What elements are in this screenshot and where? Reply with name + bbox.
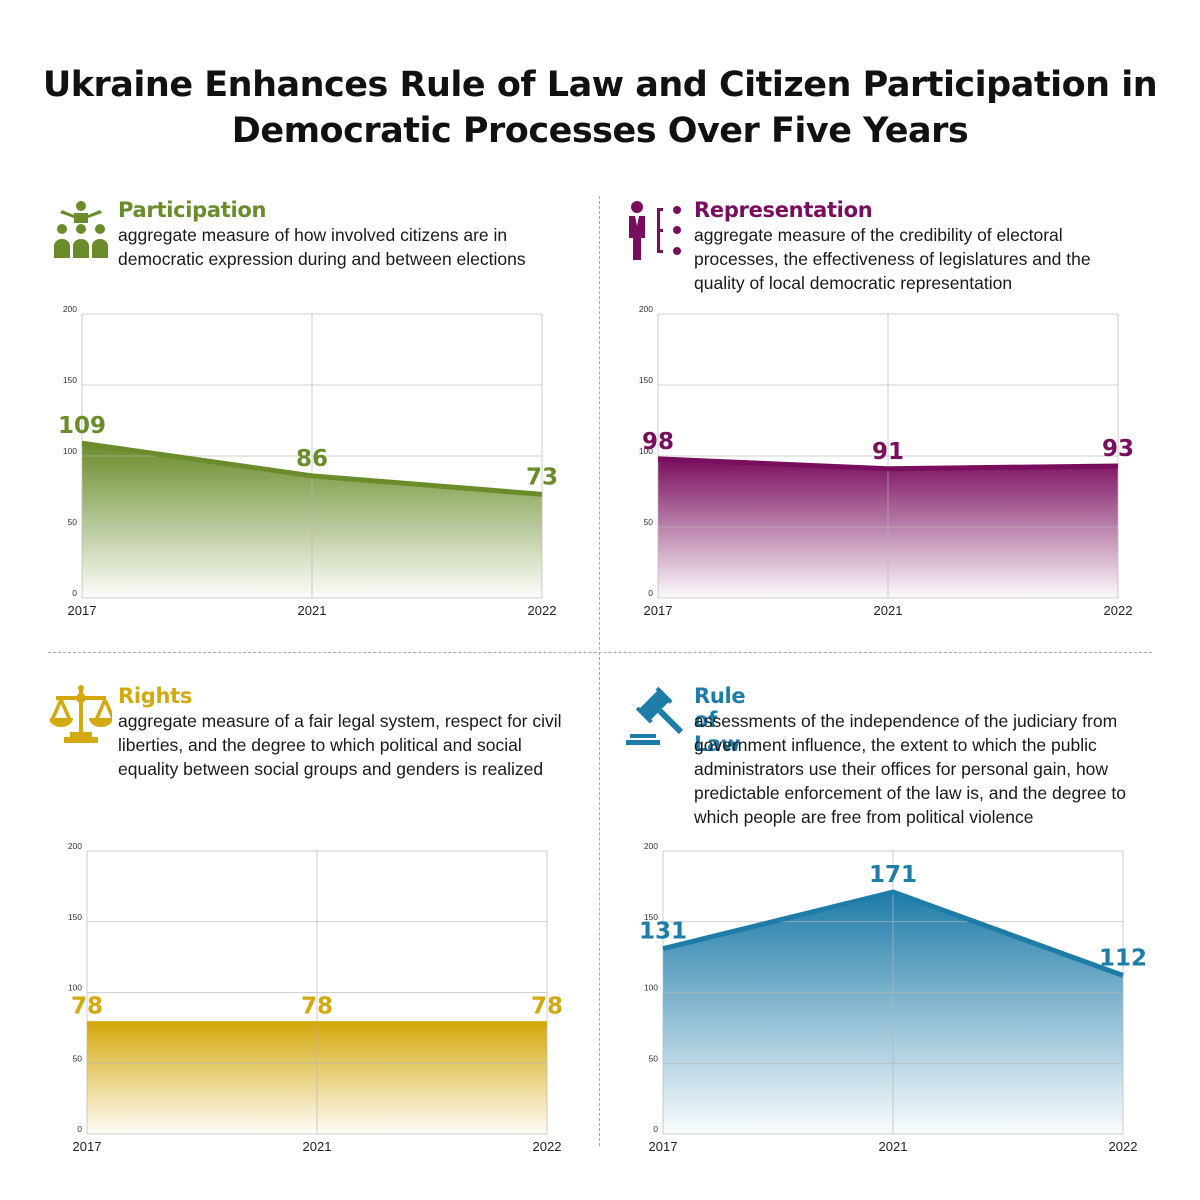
data-label: 86 xyxy=(296,446,328,472)
y-tick-label: 200 xyxy=(644,841,658,851)
series-line xyxy=(662,889,1124,978)
data-label: 131 xyxy=(639,919,687,945)
y-tick-label: 50 xyxy=(68,517,78,527)
y-tick-label: 150 xyxy=(644,912,658,922)
x-tick-label: 2017 xyxy=(649,1139,678,1154)
y-tick-label: 100 xyxy=(68,983,82,993)
y-tick-label: 200 xyxy=(68,841,82,851)
title-line-2: Democratic Processes Over Five Years xyxy=(231,111,969,151)
panel-heading: Participation xyxy=(118,198,267,222)
panel-description: aggregate measure of the credibility of … xyxy=(694,225,1091,293)
x-tick-label: 2022 xyxy=(1109,1139,1138,1154)
vertical-divider xyxy=(599,196,600,1146)
panel-heading: Rule of Law xyxy=(694,684,746,756)
y-tick-label: 100 xyxy=(63,446,77,456)
x-tick-label: 2022 xyxy=(1104,603,1133,618)
x-tick-label: 2021 xyxy=(879,1139,908,1154)
y-tick-label: 50 xyxy=(644,517,654,527)
y-tick-label: 200 xyxy=(63,304,77,314)
x-tick-label: 2021 xyxy=(303,1139,332,1154)
page-title: Ukraine Enhances Rule of Law and Citizen… xyxy=(0,62,1200,154)
title-line-1: Ukraine Enhances Rule of Law and Citizen… xyxy=(42,65,1158,105)
data-label: 91 xyxy=(872,439,904,465)
person-options-icon xyxy=(626,198,688,260)
y-tick-label: 150 xyxy=(639,375,653,385)
y-tick-label: 150 xyxy=(63,375,77,385)
y-tick-label: 0 xyxy=(653,1124,658,1134)
data-label: 171 xyxy=(869,862,917,888)
y-tick-label: 0 xyxy=(72,588,77,598)
data-label: 78 xyxy=(531,994,563,1020)
x-tick-label: 2022 xyxy=(533,1139,562,1154)
series-line xyxy=(81,440,543,497)
panel-heading: Representation xyxy=(694,198,873,222)
gavel-icon xyxy=(626,684,688,746)
y-tick-label: 0 xyxy=(77,1124,82,1134)
panel-description: aggregate measure of how involved citize… xyxy=(118,225,526,269)
panel-description: aggregate measure of a fair legal system… xyxy=(118,711,562,779)
series-line xyxy=(657,456,1119,472)
panel-heading: Rights xyxy=(118,684,193,708)
y-tick-label: 100 xyxy=(644,983,658,993)
y-tick-label: 100 xyxy=(639,446,653,456)
x-tick-label: 2017 xyxy=(73,1139,102,1154)
y-tick-label: 50 xyxy=(73,1053,83,1063)
scales-icon xyxy=(50,684,112,746)
x-tick-label: 2021 xyxy=(874,603,903,618)
data-label: 98 xyxy=(642,429,674,455)
x-tick-label: 2017 xyxy=(644,603,673,618)
data-label: 93 xyxy=(1102,436,1134,462)
y-tick-label: 0 xyxy=(648,588,653,598)
people-group-icon xyxy=(50,198,112,260)
horizontal-divider xyxy=(48,652,1152,653)
x-tick-label: 2021 xyxy=(298,603,327,618)
x-tick-label: 2017 xyxy=(68,603,97,618)
panel-description: assessments of the independence of the j… xyxy=(694,711,1126,827)
data-label: 109 xyxy=(58,413,106,439)
data-label: 78 xyxy=(71,994,103,1020)
x-tick-label: 2022 xyxy=(528,603,557,618)
data-label: 112 xyxy=(1099,946,1147,972)
y-tick-label: 50 xyxy=(649,1053,659,1063)
y-tick-label: 150 xyxy=(68,912,82,922)
y-tick-label: 200 xyxy=(639,304,653,314)
data-label: 78 xyxy=(301,994,333,1020)
data-label: 73 xyxy=(526,464,558,490)
